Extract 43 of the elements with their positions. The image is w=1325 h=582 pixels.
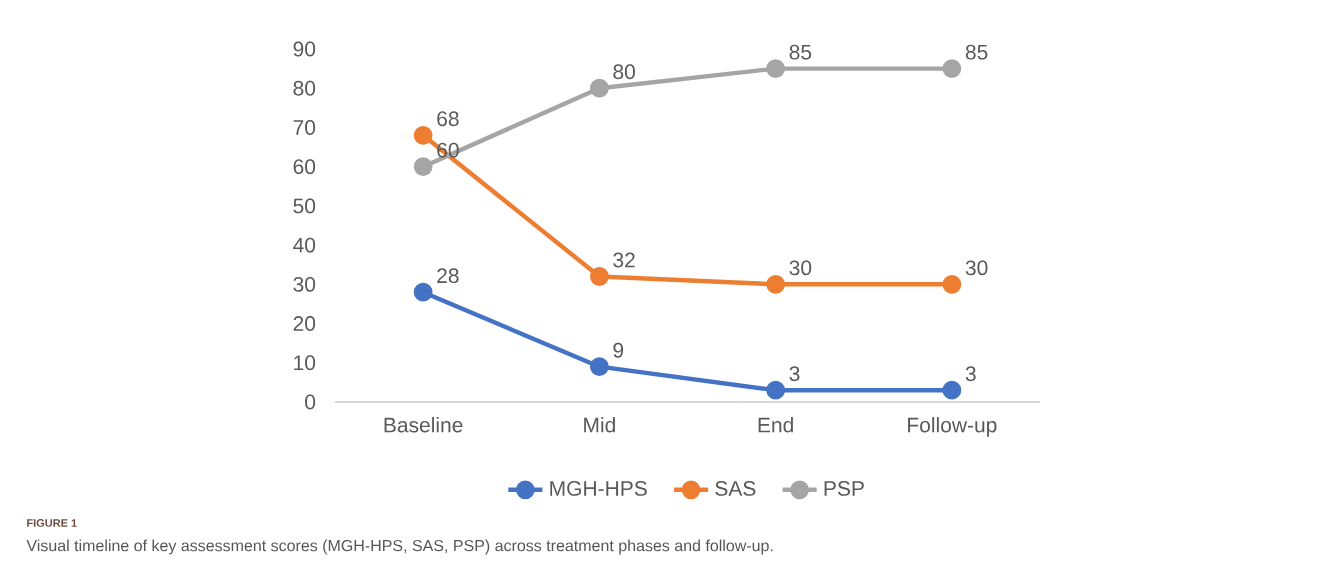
point <box>766 380 786 400</box>
y-tick-label: 50 <box>293 198 316 214</box>
y-tick-label: 20 <box>293 316 316 331</box>
point <box>942 274 962 294</box>
data-label: 28 <box>437 268 459 284</box>
point <box>413 157 433 177</box>
x-tick-label: Follow-up <box>908 417 997 437</box>
data-label: 60 <box>437 142 459 158</box>
y-tick-label: 70 <box>293 120 316 135</box>
data-label: 32 <box>613 252 635 268</box>
point <box>942 59 962 79</box>
data-label: 30 <box>789 260 812 276</box>
x-tick-label: End <box>758 417 793 433</box>
x-tick-label: Mid <box>584 417 615 433</box>
point <box>589 267 609 286</box>
data-label: 85 <box>965 44 988 60</box>
y-tick-label: 10 <box>294 355 316 371</box>
data-label: 3 <box>789 366 800 382</box>
data-label: 80 <box>613 64 635 80</box>
y-tick-label: 0 <box>305 394 316 410</box>
data-label: 30 <box>965 260 988 276</box>
x-tick-label: Baseline <box>384 417 463 433</box>
data-label: 68 <box>437 111 459 127</box>
point <box>589 357 609 377</box>
legend-label: SAS <box>715 481 756 496</box>
data-label: 9 <box>613 342 624 358</box>
y-tick-label: 80 <box>293 80 316 96</box>
point <box>766 59 786 79</box>
y-tick-label: 90 <box>293 41 316 57</box>
y-tick-label: 30 <box>293 276 316 292</box>
y-tick-label: 60 <box>293 159 316 175</box>
point <box>413 125 433 145</box>
point <box>413 282 433 302</box>
legend-label: PSP <box>824 481 864 496</box>
data-label: 3 <box>965 366 976 382</box>
point <box>589 78 609 98</box>
legend-label: MGH-HPS <box>550 481 647 496</box>
data-label: 85 <box>789 44 812 60</box>
caption: FIGURE 1 <box>27 519 77 527</box>
point <box>942 380 962 400</box>
text: Visual timeline of key assessment scores (MGH-HPS, SAS, PSP) across treatment phases and follow-up. <box>26 539 773 555</box>
point <box>766 274 786 294</box>
y-tick-label: 40 <box>293 237 316 253</box>
